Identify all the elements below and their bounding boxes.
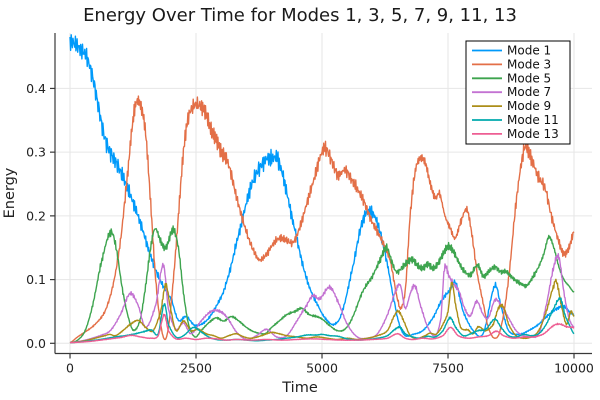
series-mode-11 (69, 297, 575, 344)
legend-item-label: Mode 13 (507, 127, 559, 141)
legend-item-mode-3: Mode 3 (472, 57, 551, 71)
series-mode-7 (69, 253, 575, 344)
x-tick-label: 0 (66, 361, 74, 376)
x-tick-label: 10000 (554, 361, 594, 376)
tick-labels: 0 2500 5000 7500 10000 0.0 0.1 0.2 0.3 0.4 (26, 81, 594, 376)
legend-item-label: Mode 5 (507, 71, 551, 85)
y-axis-label: Energy (2, 167, 18, 218)
y-tick-label: 0.4 (26, 81, 46, 96)
x-tick-label: 7500 (432, 361, 464, 376)
series-mode-9 (69, 278, 575, 344)
x-axis-label: Time (281, 380, 318, 396)
y-tick-label: 0.0 (26, 336, 46, 351)
x-tick-label: 5000 (306, 361, 338, 376)
y-tick-label: 0.1 (26, 272, 46, 287)
chart-title: Energy Over Time for Modes 1, 3, 5, 7, 9… (83, 5, 517, 26)
legend-item-mode-9: Mode 9 (472, 99, 551, 113)
legend-item-mode-13: Mode 13 (472, 127, 559, 141)
legend-item-mode-7: Mode 7 (472, 85, 551, 99)
axes (50, 33, 592, 359)
y-tick-label: 0.3 (26, 145, 46, 160)
series-lines (69, 34, 575, 344)
series-mode-3 (69, 95, 575, 344)
legend-item-label: Mode 9 (507, 99, 551, 113)
series-mode-13 (69, 313, 575, 344)
legend-item-mode-5: Mode 5 (472, 71, 551, 85)
series-mode-5 (69, 225, 575, 344)
y-tick-label: 0.2 (26, 208, 46, 223)
legend-item-label: Mode 1 (507, 44, 551, 58)
legend-item-label: Mode 3 (507, 57, 551, 71)
legend-item-label: Mode 7 (507, 85, 551, 99)
legend-item-mode-11: Mode 11 (472, 113, 559, 127)
legend-item-label: Mode 11 (507, 113, 559, 127)
x-tick-label: 2500 (180, 361, 212, 376)
legend-item-mode-1: Mode 1 (472, 44, 551, 58)
